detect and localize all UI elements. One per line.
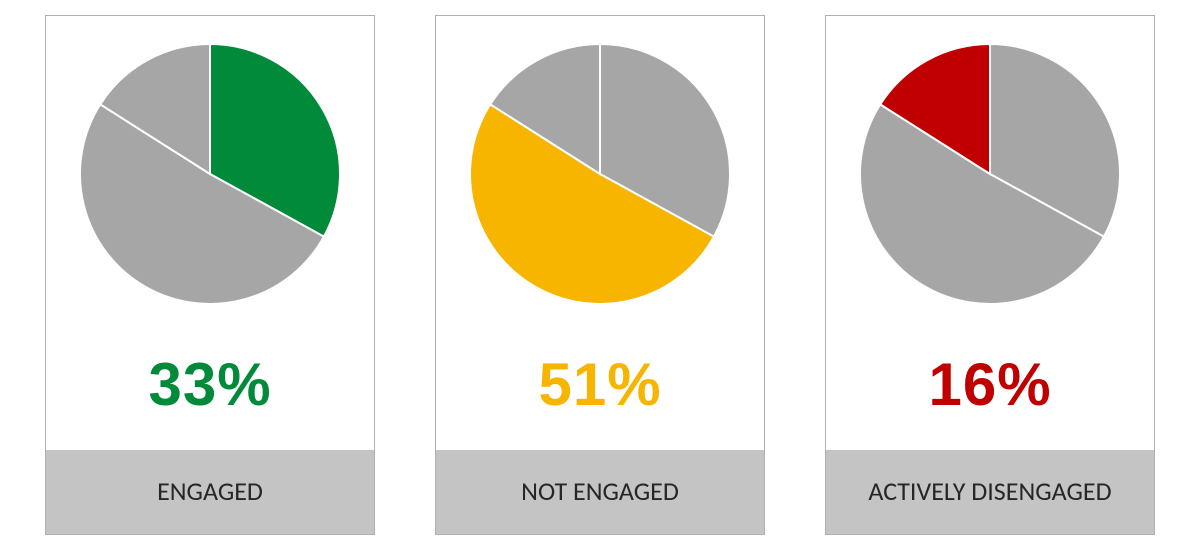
- pie-disengaged-wrap: [826, 16, 1154, 319]
- engagement-infographic: 33% ENGAGED 51% NOT ENGAGED 16% ACTIVELY…: [0, 0, 1200, 549]
- label-notengaged: NOT ENGAGED: [436, 450, 764, 534]
- pie-notengaged-wrap: [436, 16, 764, 319]
- pct-notengaged: 51%: [436, 318, 764, 449]
- label-engaged: ENGAGED: [46, 450, 374, 534]
- label-disengaged: ACTIVELY DISENGAGED: [826, 450, 1154, 534]
- pie-notengaged: [466, 40, 734, 308]
- pct-disengaged: 16%: [826, 318, 1154, 449]
- card-notengaged: 51% NOT ENGAGED: [435, 15, 765, 535]
- pie-disengaged: [856, 40, 1124, 308]
- card-disengaged: 16% ACTIVELY DISENGAGED: [825, 15, 1155, 535]
- pct-engaged: 33%: [46, 318, 374, 449]
- card-engaged: 33% ENGAGED: [45, 15, 375, 535]
- pie-engaged-wrap: [46, 16, 374, 319]
- pie-engaged: [76, 40, 344, 308]
